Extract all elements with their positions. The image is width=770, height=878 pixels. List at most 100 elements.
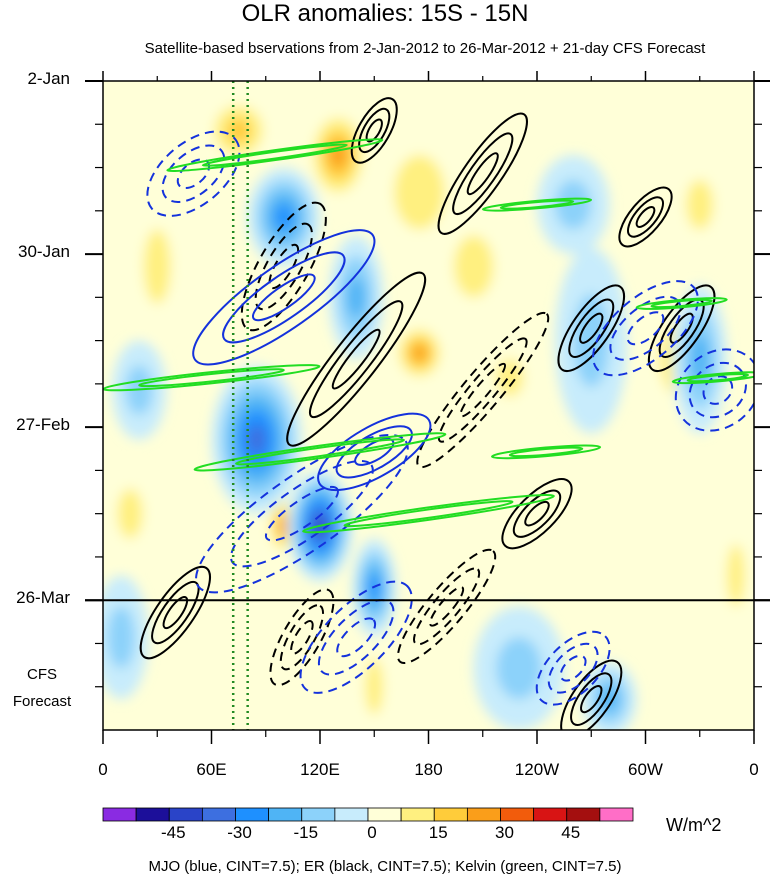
- colorbar-tick-label: 45: [561, 823, 581, 842]
- er-contour: [358, 107, 391, 154]
- x-tick-label: 180: [414, 760, 443, 779]
- anomaly-cell: [117, 488, 143, 539]
- er-contour: [557, 284, 626, 373]
- anomaly-cell: [496, 359, 524, 397]
- colorbar-swatch: [599, 807, 634, 822]
- er-contour: [437, 337, 528, 443]
- kelvin-contour: [499, 199, 575, 210]
- er-contour: [635, 205, 656, 228]
- anomaly-cell: [726, 544, 745, 607]
- colorbar-swatch: [367, 807, 402, 822]
- mjo-contour: [299, 580, 413, 694]
- forecast-label: CFS: [27, 666, 57, 683]
- er-contour: [669, 312, 694, 344]
- mjo-contour: [252, 273, 316, 322]
- er-contour: [647, 284, 716, 373]
- chart-title: OLR anomalies: 15S - 15N: [241, 0, 529, 27]
- chart-subtitle: Satellite-based bservations from 2-Jan-2…: [144, 40, 706, 57]
- colorbar-units: W/m^2: [666, 815, 722, 835]
- colorbar-swatch: [135, 807, 170, 822]
- colorbar-swatch: [301, 807, 336, 822]
- mjo-contour: [195, 433, 409, 594]
- mjo-contour: [335, 425, 413, 479]
- er-contour: [254, 222, 313, 311]
- er-contour: [269, 588, 335, 687]
- er-contour: [437, 112, 528, 235]
- kelvin-contour: [302, 494, 555, 534]
- mjo-contour: [592, 280, 699, 377]
- er-contour: [139, 565, 211, 660]
- er-contour: [331, 328, 381, 390]
- colorbar-tick-label: 0: [367, 823, 377, 842]
- er-contour: [570, 672, 613, 726]
- anomaly-cell: [600, 686, 619, 712]
- anomaly-cell: [279, 518, 289, 534]
- mjo-contour: [336, 617, 377, 658]
- er-contour: [459, 362, 507, 418]
- er-contour: [416, 311, 550, 469]
- colorbar-tick-label: -30: [227, 823, 252, 842]
- er-contour: [279, 604, 325, 671]
- colorbar-tick-label: -45: [160, 823, 186, 842]
- x-tick-label: 60E: [196, 760, 227, 779]
- er-contour: [240, 201, 327, 332]
- colorbar-swatch: [533, 807, 568, 822]
- axis-ticks: [85, 71, 770, 744]
- anomaly-cell: [365, 658, 384, 715]
- reference-lines: [231, 81, 249, 730]
- anomaly-cell: [453, 235, 494, 298]
- er-contour: [627, 196, 664, 238]
- mjo-contour: [317, 412, 432, 492]
- anomaly-cell: [347, 276, 366, 318]
- er-contour: [466, 152, 499, 196]
- anomaly-cell: [274, 204, 293, 230]
- kelvin-contour: [481, 197, 593, 212]
- mjo-contour: [547, 642, 599, 694]
- y-tick-label: 26-Mar: [16, 588, 70, 608]
- wave-filter-contours: [103, 97, 754, 730]
- colorbar-swatch: [168, 807, 203, 822]
- mjo-contour: [559, 654, 587, 682]
- er-contour: [560, 659, 623, 730]
- kelvin-contour: [508, 446, 584, 458]
- anomaly-cell: [107, 606, 135, 669]
- kelvin-contour: [235, 438, 405, 466]
- mjo-contour: [354, 437, 395, 466]
- x-tick-label: 120W: [514, 760, 560, 779]
- anomaly-cell: [412, 345, 427, 361]
- colorbar-swatch: [400, 807, 435, 822]
- colorbar-swatch: [201, 807, 236, 822]
- mjo-contour: [222, 251, 346, 344]
- mjo-contour: [192, 229, 376, 366]
- er-contour: [429, 586, 465, 627]
- er-contour: [501, 478, 573, 550]
- mjo-contour: [674, 348, 754, 432]
- er-contour: [568, 298, 615, 358]
- forecast-label: Forecast: [12, 693, 72, 710]
- colorbar-swatch: [566, 807, 601, 822]
- kelvin-contour: [193, 432, 447, 472]
- colorbar-tick-label: 15: [428, 823, 448, 842]
- mjo-contour: [146, 130, 241, 217]
- olr-anomaly-heatmap: [103, 81, 754, 730]
- er-contour: [580, 684, 603, 714]
- y-tick-label: 27-Feb: [16, 415, 70, 435]
- kelvin-contour: [490, 444, 602, 460]
- y-tick-label: 30-Jan: [18, 242, 70, 262]
- x-tick-label: 0: [98, 760, 108, 779]
- kelvin-contour: [686, 373, 750, 383]
- er-contour: [268, 243, 300, 290]
- kelvin-contour: [650, 298, 713, 309]
- x-tick-label: 60W: [628, 760, 663, 779]
- anomaly-cell: [143, 229, 171, 304]
- colorbar-swatch: [466, 807, 501, 822]
- colorbar-swatch: [235, 807, 270, 822]
- kelvin-contour: [343, 500, 514, 528]
- x-tick-label: 120E: [300, 760, 340, 779]
- er-contour: [308, 300, 404, 419]
- mjo-contour: [317, 599, 395, 676]
- anomaly-cell: [686, 179, 714, 230]
- mjo-contour: [176, 158, 211, 190]
- kelvin-contour: [166, 138, 384, 173]
